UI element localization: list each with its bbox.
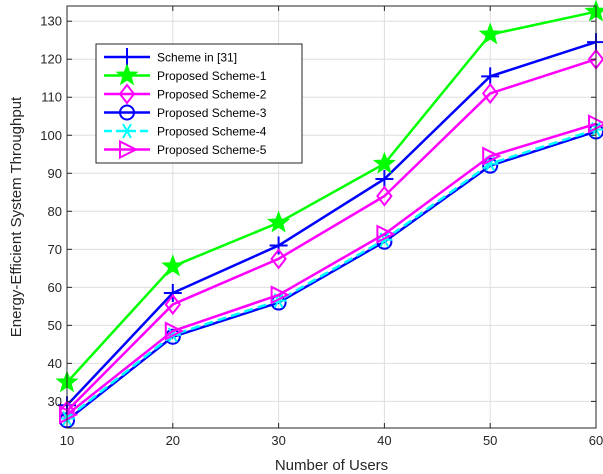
data-point xyxy=(478,22,502,45)
axis-ticks: 10 20 30 40 50 60 30 40 50 60 70 80 90 100 110 120 130 xyxy=(40,6,603,448)
data-point xyxy=(376,185,393,207)
y-tick-label: 40 xyxy=(48,356,62,371)
y-tick-label: 120 xyxy=(40,52,62,67)
series-line xyxy=(66,122,597,416)
series-line xyxy=(66,40,597,407)
series-1 xyxy=(58,33,603,415)
legend: Scheme in [31] Proposed Scheme-1 Proposed … xyxy=(95,43,303,164)
data-point xyxy=(270,248,287,270)
series-line xyxy=(66,128,597,420)
data-point xyxy=(270,285,290,305)
data-point xyxy=(482,157,499,174)
legend-label: Proposed Scheme-2 xyxy=(157,88,267,102)
data-point xyxy=(163,284,182,303)
data-point xyxy=(118,83,136,105)
data-point xyxy=(164,293,182,316)
data-point xyxy=(587,33,603,52)
x-tick-label: 20 xyxy=(166,433,180,448)
y-tick-label: 100 xyxy=(40,128,62,143)
y-tick-label: 110 xyxy=(41,90,62,105)
series-4 xyxy=(59,123,603,429)
series-line xyxy=(66,58,597,412)
data-point xyxy=(164,321,185,341)
legend-label: Proposed Scheme-1 xyxy=(157,69,267,83)
data-point xyxy=(267,210,291,233)
data-point xyxy=(375,169,394,188)
legend-label: Proposed Scheme-5 xyxy=(157,143,267,157)
data-point xyxy=(269,236,288,255)
y-tick-label: 90 xyxy=(48,166,62,181)
legend-label: Proposed Scheme-4 xyxy=(157,125,267,139)
data-point xyxy=(119,104,135,121)
data-point xyxy=(118,48,136,66)
y-tick-label: 130 xyxy=(40,14,62,29)
series-6 xyxy=(59,114,603,425)
data-point xyxy=(376,224,396,244)
series-line xyxy=(66,10,597,384)
data-point xyxy=(115,63,139,86)
legend-entry: Proposed Scheme-4 xyxy=(104,123,267,139)
data-point xyxy=(161,254,185,277)
x-tick-label: 50 xyxy=(483,433,497,448)
x-tick-label: 60 xyxy=(589,433,603,448)
data-point xyxy=(119,123,135,139)
series-layer xyxy=(55,0,603,429)
legend-label: Scheme in [31] xyxy=(157,51,237,65)
x-tick-label: 10 xyxy=(60,433,74,448)
x-axis-label: Number of Users xyxy=(275,457,388,474)
legend-entry: Scheme in [31] xyxy=(104,48,237,66)
series-line xyxy=(66,130,597,422)
legend-entry: Proposed Scheme-2 xyxy=(104,83,267,105)
data-point xyxy=(481,67,500,86)
legend-box xyxy=(95,43,303,164)
data-point xyxy=(119,139,139,160)
data-point xyxy=(59,405,79,425)
plot-frame xyxy=(66,5,597,429)
x-tick-label: 40 xyxy=(377,433,391,448)
y-tick-label: 50 xyxy=(48,318,62,333)
legend-entry: Proposed Scheme-1 xyxy=(104,63,267,86)
series-5 xyxy=(59,122,603,426)
data-point xyxy=(588,114,603,134)
y-tick-label: 30 xyxy=(48,394,62,409)
y-axis-label: Energy-Efficient System Throughput xyxy=(8,96,25,337)
legend-entry: Proposed Scheme-3 xyxy=(104,104,267,121)
x-tick-label: 30 xyxy=(271,433,285,448)
y-tick-label: 70 xyxy=(48,242,62,257)
y-tick-label: 60 xyxy=(48,280,62,295)
data-point xyxy=(482,146,502,166)
data-point xyxy=(584,0,603,22)
data-point xyxy=(481,82,499,105)
y-tick-label: 80 xyxy=(48,204,62,219)
legend-label: Proposed Scheme-3 xyxy=(157,106,267,120)
legend-entry: Proposed Scheme-5 xyxy=(104,139,267,160)
data-point xyxy=(372,151,396,174)
